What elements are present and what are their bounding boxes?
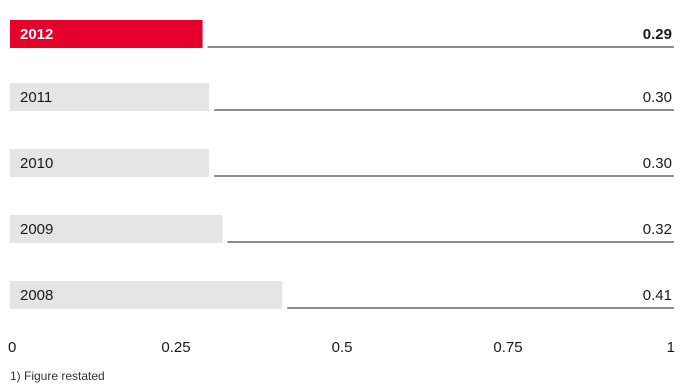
- x-tick-label-1: 0.25: [161, 339, 190, 356]
- x-tick-label-4: 1: [667, 339, 675, 356]
- category-label-2008: 2008: [20, 287, 53, 304]
- value-label-2012: 0.29: [643, 26, 672, 43]
- value-label-2008: 0.41: [643, 287, 672, 304]
- bar-2009: [10, 215, 223, 243]
- x-tick-label-2: 0.5: [332, 339, 353, 356]
- x-tick-label-0: 0: [8, 339, 16, 356]
- bar-2011: [10, 83, 210, 111]
- bar-2010: [10, 149, 210, 177]
- x-tick-label-3: 0.75: [493, 339, 522, 356]
- bar-2012: [10, 20, 203, 48]
- footnote: 1) Figure restated: [10, 369, 105, 383]
- category-label-2012: 2012: [20, 26, 53, 43]
- bar-2008: [10, 281, 283, 309]
- value-label-2010: 0.30: [643, 155, 672, 172]
- category-label-2011: 2011: [20, 89, 52, 106]
- category-label-2009: 2009: [20, 221, 53, 238]
- category-label-2010: 2010: [20, 155, 53, 172]
- value-label-2009: 0.32: [643, 221, 672, 238]
- value-label-2011: 0.30: [643, 89, 672, 106]
